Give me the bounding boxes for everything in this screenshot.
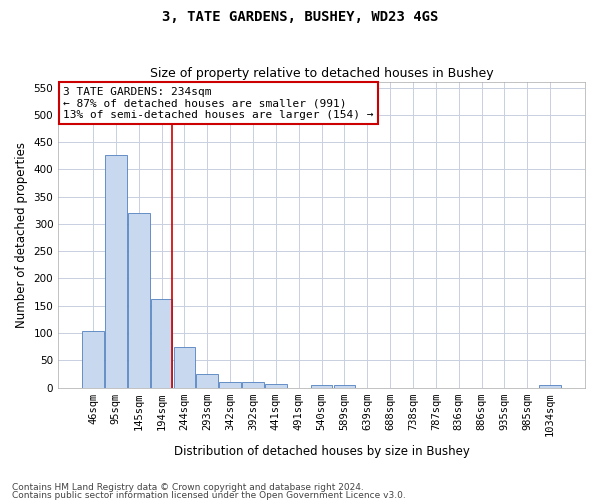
Text: Contains public sector information licensed under the Open Government Licence v3: Contains public sector information licen… [12, 490, 406, 500]
Bar [82, 332, 104, 388]
Bar [539, 386, 561, 388]
Bar [334, 385, 355, 388]
Bar [151, 298, 172, 388]
Bar [105, 154, 127, 388]
Bar [173, 346, 195, 388]
Y-axis label: Number of detached properties: Number of detached properties [15, 142, 28, 328]
Bar [196, 374, 218, 388]
Bar [219, 382, 241, 388]
Text: Contains HM Land Registry data © Crown copyright and database right 2024.: Contains HM Land Registry data © Crown c… [12, 484, 364, 492]
Bar [128, 213, 149, 388]
X-axis label: Distribution of detached houses by size in Bushey: Distribution of detached houses by size … [173, 444, 470, 458]
Bar [242, 382, 264, 388]
Bar [311, 385, 332, 388]
Text: 3 TATE GARDENS: 234sqm
← 87% of detached houses are smaller (991)
13% of semi-de: 3 TATE GARDENS: 234sqm ← 87% of detached… [64, 86, 374, 120]
Text: 3, TATE GARDENS, BUSHEY, WD23 4GS: 3, TATE GARDENS, BUSHEY, WD23 4GS [162, 10, 438, 24]
Title: Size of property relative to detached houses in Bushey: Size of property relative to detached ho… [150, 66, 493, 80]
Bar [265, 384, 287, 388]
